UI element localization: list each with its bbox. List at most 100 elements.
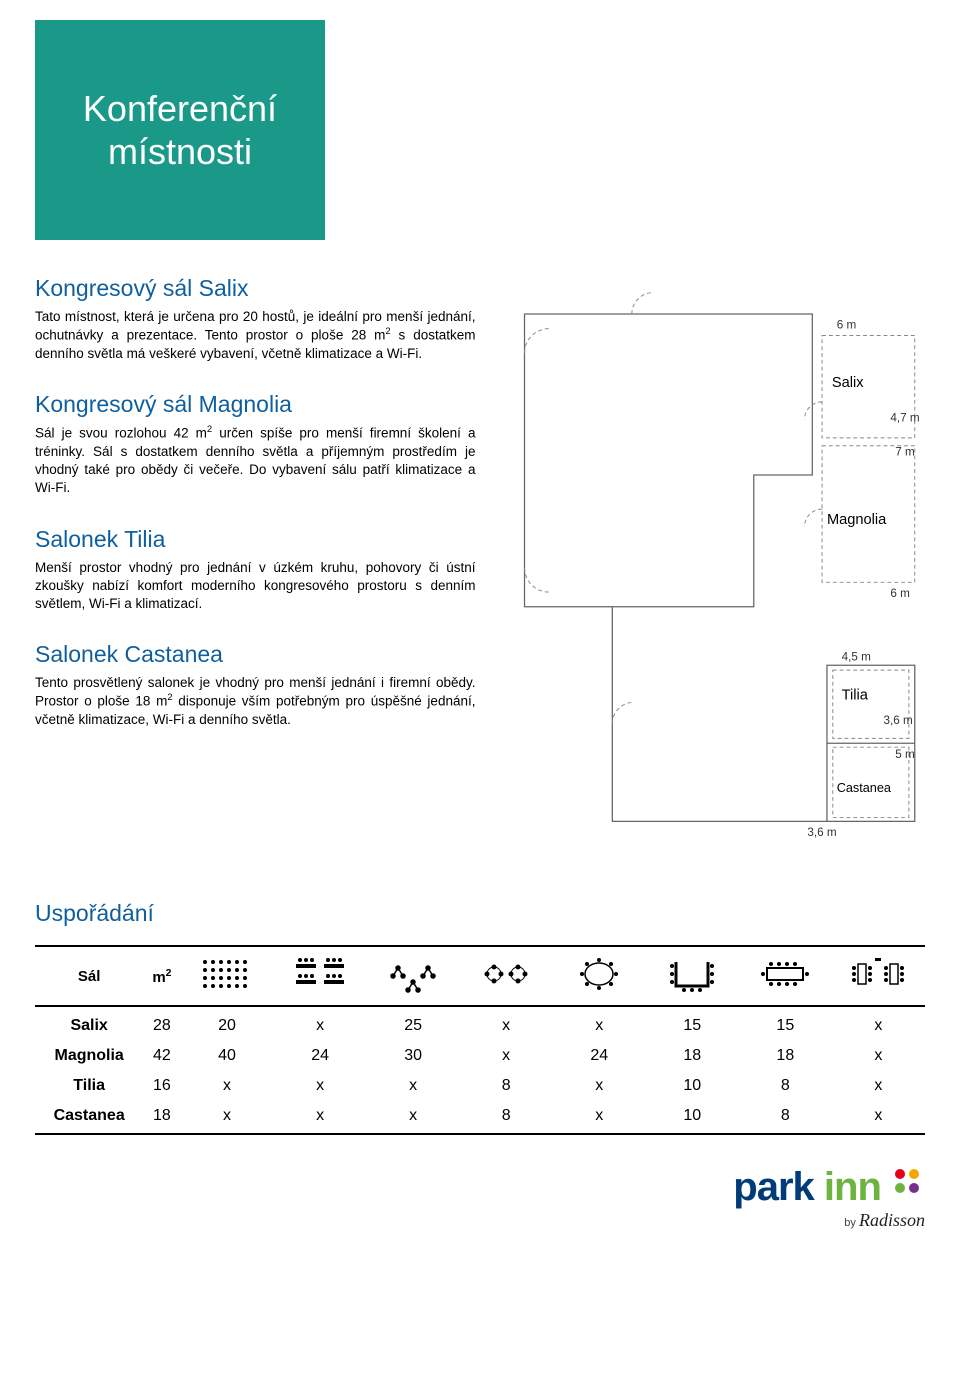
cell-room-name: Salix bbox=[35, 1006, 143, 1041]
cell-value: 18 bbox=[739, 1041, 832, 1071]
hdr-icon-cluster bbox=[367, 946, 460, 1006]
logo-dot-4 bbox=[909, 1183, 919, 1193]
logo-dot-2 bbox=[909, 1169, 919, 1179]
hdr-icon-theatre bbox=[181, 946, 274, 1006]
cell-value: 15 bbox=[739, 1006, 832, 1041]
cell-value: 8 bbox=[460, 1101, 553, 1134]
cell-value: x bbox=[274, 1006, 367, 1041]
hdr-icon-imperial bbox=[832, 946, 925, 1006]
hdr-icon-cabaret bbox=[460, 946, 553, 1006]
cell-value: x bbox=[832, 1071, 925, 1101]
section-magnolia: Kongresový sál Magnolia Sál je svou rozl… bbox=[35, 391, 475, 497]
cell-value: x bbox=[367, 1071, 460, 1101]
fp-dim-47m: 4,7 m bbox=[891, 411, 920, 424]
logo-dot-1 bbox=[895, 1169, 905, 1179]
table-row: Magnolia42402430x241818x bbox=[35, 1041, 925, 1071]
cell-value: 20 bbox=[181, 1006, 274, 1041]
logo-separator bbox=[814, 1165, 824, 1209]
fp-label-salix: Salix bbox=[832, 375, 864, 391]
section-title-magnolia: Kongresový sál Magnolia bbox=[35, 391, 475, 418]
cell-value: 10 bbox=[646, 1101, 739, 1134]
cell-room-name: Tilia bbox=[35, 1071, 143, 1101]
cell-value: 30 bbox=[367, 1041, 460, 1071]
fp-dim-45m: 4,5 m bbox=[842, 650, 871, 663]
cell-value: x bbox=[460, 1006, 553, 1041]
cell-value: 40 bbox=[181, 1041, 274, 1071]
fp-label-magnolia: Magnolia bbox=[827, 512, 887, 528]
cell-value: 8 bbox=[739, 1101, 832, 1134]
cell-room-name: Magnolia bbox=[35, 1041, 143, 1071]
section-body-salix: Tato místnost, která je určena pro 20 ho… bbox=[35, 308, 475, 363]
cell-value: 24 bbox=[274, 1041, 367, 1071]
table-row: Tilia16xxx8x108x bbox=[35, 1071, 925, 1101]
fp-label-tilia: Tilia bbox=[842, 687, 869, 703]
section-body-magnolia: Sál je svou rozlohou 42 m2 určen spíše p… bbox=[35, 424, 475, 497]
cell-value: x bbox=[274, 1071, 367, 1101]
title-tile: Konferenční místnosti bbox=[35, 20, 325, 240]
photo-bar-area bbox=[631, 20, 921, 240]
header-row: Konferenční místnosti bbox=[35, 20, 925, 240]
section-body-castanea: Tento prosvětlený salonek je vhodný pro … bbox=[35, 674, 475, 729]
cell-value: x bbox=[367, 1101, 460, 1134]
cell-area: 28 bbox=[143, 1006, 180, 1041]
logo-dots-icon bbox=[891, 1165, 925, 1199]
fp-dim-6m-top: 6 m bbox=[837, 319, 856, 332]
arrangement-table: Sál m2 Salix2820x25xx1515xMagnolia424024… bbox=[35, 945, 925, 1135]
arrangement-header-row: Sál m2 bbox=[35, 946, 925, 1006]
cell-value: x bbox=[553, 1006, 646, 1041]
cell-value: 8 bbox=[460, 1071, 553, 1101]
fp-dim-7m: 7 m bbox=[896, 445, 915, 458]
cell-value: 25 bbox=[367, 1006, 460, 1041]
logo: park inn by Radisson bbox=[733, 1165, 925, 1231]
section-castanea: Salonek Castanea Tento prosvětlený salon… bbox=[35, 641, 475, 729]
arrangement-title: Uspořádání bbox=[35, 900, 925, 927]
cell-value: x bbox=[181, 1071, 274, 1101]
footer: park inn by Radisson bbox=[35, 1165, 925, 1231]
text-column: Kongresový sál Salix Tato místnost, kter… bbox=[35, 275, 475, 865]
arrangement-tbody: Salix2820x25xx1515xMagnolia42402430x2418… bbox=[35, 1006, 925, 1134]
cell-value: 24 bbox=[553, 1041, 646, 1071]
logo-main: park inn bbox=[733, 1165, 925, 1210]
section-tilia: Salonek Tilia Menší prostor vhodný pro j… bbox=[35, 526, 475, 614]
cell-value: x bbox=[553, 1101, 646, 1134]
logo-park: park bbox=[733, 1165, 814, 1209]
arrangement-section: Uspořádání Sál m2 Salix2820x25xx1515xMag… bbox=[35, 900, 925, 1135]
logo-dot-3 bbox=[895, 1183, 905, 1193]
section-title-tilia: Salonek Tilia bbox=[35, 526, 475, 553]
page-title: Konferenční místnosti bbox=[35, 87, 325, 173]
hdr-area: m2 bbox=[143, 946, 180, 1006]
table-row: Castanea18xxx8x108x bbox=[35, 1101, 925, 1134]
cell-area: 18 bbox=[143, 1101, 180, 1134]
logo-sub: by Radisson bbox=[733, 1210, 925, 1231]
cell-value: x bbox=[460, 1041, 553, 1071]
floorplan-svg: Salix 6 m 4,7 m Magnolia 7 m 6 m Tilia 4… bbox=[505, 275, 925, 860]
cell-value: 15 bbox=[646, 1006, 739, 1041]
cell-room-name: Castanea bbox=[35, 1101, 143, 1134]
fp-dim-36m-r: 3,6 m bbox=[884, 714, 913, 727]
fp-dim-6m-mid: 6 m bbox=[891, 587, 910, 600]
section-title-salix: Kongresový sál Salix bbox=[35, 275, 475, 302]
cell-area: 16 bbox=[143, 1071, 180, 1101]
cell-value: x bbox=[832, 1041, 925, 1071]
cell-value: x bbox=[274, 1101, 367, 1134]
hdr-icon-boardroom-oval bbox=[553, 946, 646, 1006]
section-body-tilia: Menší prostor vhodný pro jednání v úzkém… bbox=[35, 559, 475, 614]
cell-value: 8 bbox=[739, 1071, 832, 1101]
cell-value: 18 bbox=[646, 1041, 739, 1071]
fp-dim-5m: 5 m bbox=[896, 748, 915, 761]
cell-value: x bbox=[181, 1101, 274, 1134]
cell-area: 42 bbox=[143, 1041, 180, 1071]
fp-label-castanea: Castanea bbox=[837, 781, 892, 795]
table-row: Salix2820x25xx1515x bbox=[35, 1006, 925, 1041]
cell-value: x bbox=[832, 1006, 925, 1041]
cell-value: 10 bbox=[646, 1071, 739, 1101]
hdr-room: Sál bbox=[35, 946, 143, 1006]
hdr-icon-ushape bbox=[646, 946, 739, 1006]
content-row: Kongresový sál Salix Tato místnost, kter… bbox=[35, 275, 925, 865]
photo-conference-room bbox=[333, 20, 623, 240]
hdr-icon-block bbox=[739, 946, 832, 1006]
floorplan-column: Salix 6 m 4,7 m Magnolia 7 m 6 m Tilia 4… bbox=[505, 275, 925, 865]
cell-value: x bbox=[553, 1071, 646, 1101]
section-salix: Kongresový sál Salix Tato místnost, kter… bbox=[35, 275, 475, 363]
cell-value: x bbox=[832, 1101, 925, 1134]
